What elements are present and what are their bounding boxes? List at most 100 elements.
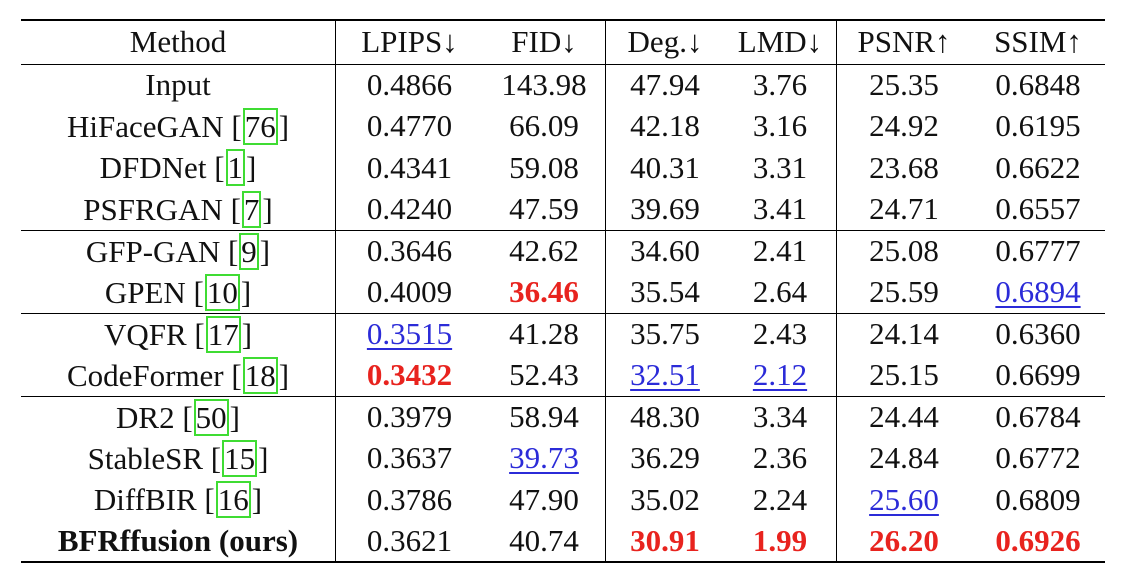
value-cell: 0.4341 (335, 147, 483, 189)
method-name: HiFaceGAN (66, 108, 224, 144)
citation-link[interactable]: 17 (205, 315, 241, 353)
method-name: PSFRGAN (83, 191, 223, 227)
value-text: 52.43 (509, 357, 579, 392)
value-cell: 0.6772 (971, 438, 1105, 480)
value-cell: 30.91 (605, 520, 724, 562)
value-text: 0.3515 (366, 316, 453, 351)
method-name: GPEN (104, 274, 186, 310)
value-text: 47.90 (509, 481, 579, 517)
method-cell: HiFaceGAN [76] (66, 107, 290, 145)
method-name: Input (145, 67, 211, 102)
value-text: 0.4341 (366, 149, 453, 185)
method-cell: PSFRGAN [7] (83, 190, 273, 228)
table-row: BFRffusion (ours) 0.3621 40.74 30.91 1.99 26.… (21, 520, 1105, 563)
value-text: 39.69 (630, 191, 700, 226)
method-cell: DFDNet [1] (99, 149, 257, 187)
value-cell: 143.98 (483, 64, 606, 106)
header-cell: LMD↓ (724, 20, 837, 65)
value-text: 2.24 (752, 481, 808, 517)
value-text: 58.94 (509, 399, 579, 434)
method-name: DiffBIR (93, 482, 197, 518)
value-cell: 35.75 (605, 312, 724, 355)
value-cell: 24.92 (836, 105, 971, 147)
value-cell: 0.3515 (335, 312, 483, 355)
method-cell: CodeFormer [18] (66, 356, 290, 394)
value-text: 0.6777 (995, 233, 1081, 268)
value-text: 0.4770 (366, 108, 453, 144)
value-cell: 40.31 (605, 147, 724, 189)
value-text: 0.6894 (995, 274, 1081, 309)
value-text: 42.18 (630, 108, 700, 144)
value-cell: 39.69 (605, 188, 724, 230)
value-text: 23.68 (869, 149, 939, 185)
method-cell: StableSR [15] (87, 439, 269, 477)
table-body: Input 0.4866 143.98 47.94 3.76 25.35 0.6848 HiF… (21, 64, 1105, 562)
value-text: 26.20 (869, 522, 939, 558)
table-row: GPEN [10] 0.4009 36.46 35.54 2.64 25.59 0.6894 (21, 271, 1105, 313)
method-cell: DR2 [50] (21, 395, 336, 438)
header-cell: Method (21, 20, 336, 65)
citation-link[interactable]: 1 (225, 149, 246, 187)
value-cell: 0.6622 (971, 147, 1105, 189)
value-cell: 0.3786 (335, 479, 483, 521)
value-cell: 2.24 (724, 479, 837, 521)
value-cell: 32.51 (605, 354, 724, 396)
value-cell: 0.6360 (971, 312, 1105, 355)
value-cell: 3.41 (724, 189, 837, 231)
value-text: 24.14 (869, 316, 939, 351)
value-text: 35.02 (630, 481, 700, 517)
method-name: GFP-GAN (85, 233, 221, 269)
header-cell: FID↓ (483, 20, 606, 65)
method-cell: DiffBIR [16] (93, 481, 263, 519)
value-text: 0.6772 (995, 440, 1081, 476)
value-cell: 24.44 (836, 395, 971, 438)
value-text: 0.6699 (995, 357, 1081, 392)
value-text: 47.59 (509, 191, 579, 226)
citation-link[interactable]: 18 (242, 356, 278, 394)
method-cell: GPEN [10] (104, 273, 252, 311)
citation-link[interactable]: 50 (193, 398, 229, 436)
value-text: 24.71 (869, 191, 939, 226)
citation-link[interactable]: 9 (239, 232, 259, 270)
value-cell: 0.3979 (335, 395, 483, 438)
value-cell: 47.94 (605, 64, 724, 106)
value-cell: 0.3637 (335, 437, 483, 479)
value-cell: 0.6777 (971, 229, 1105, 272)
citation-link[interactable]: 15 (222, 439, 258, 477)
value-text: 25.35 (869, 67, 939, 102)
citation-link[interactable]: 76 (242, 107, 278, 145)
value-text: 3.16 (752, 108, 808, 144)
value-cell: 24.14 (836, 312, 971, 355)
citation-link[interactable]: 10 (204, 273, 240, 311)
value-cell: 0.3432 (335, 354, 483, 396)
value-cell: 2.36 (724, 438, 837, 480)
value-text: 35.75 (630, 316, 700, 351)
value-text: 41.28 (509, 316, 579, 351)
table-row: VQFR [17] 0.3515 41.28 35.75 2.43 24.14 0.6360 (21, 312, 1105, 355)
value-cell: 2.41 (724, 229, 837, 272)
citation-link[interactable]: 7 (241, 190, 262, 228)
citation-link[interactable]: 16 (215, 481, 251, 519)
value-cell: 23.68 (836, 147, 971, 189)
method-name: VQFR (103, 316, 187, 352)
method-name: StableSR (87, 440, 203, 476)
value-cell: 0.6848 (971, 64, 1105, 106)
method-cell: GFP-GAN [9] (21, 229, 336, 272)
value-cell: 66.09 (483, 106, 606, 148)
value-text: 2.64 (752, 274, 808, 309)
value-text: 0.6926 (995, 522, 1081, 558)
value-cell: 1.99 (724, 521, 837, 563)
table-row: Input 0.4866 143.98 47.94 3.76 25.35 0.6848 (21, 64, 1105, 106)
method-name: CodeFormer (66, 357, 224, 393)
value-cell: 0.6195 (971, 106, 1105, 148)
value-text: 0.6809 (995, 481, 1081, 517)
method-cell: BFRffusion (ours) (21, 521, 336, 563)
value-text: 0.6360 (995, 316, 1081, 351)
value-text: 3.41 (752, 191, 808, 226)
value-text: 32.51 (630, 357, 700, 392)
value-text: 0.6622 (995, 149, 1081, 185)
value-text: 39.73 (509, 440, 579, 476)
value-cell: 2.12 (724, 355, 837, 397)
method-name: DR2 (116, 399, 175, 435)
table-row: DR2 [50] 0.3979 58.94 48.30 3.34 24.44 0.6784 (21, 395, 1105, 438)
